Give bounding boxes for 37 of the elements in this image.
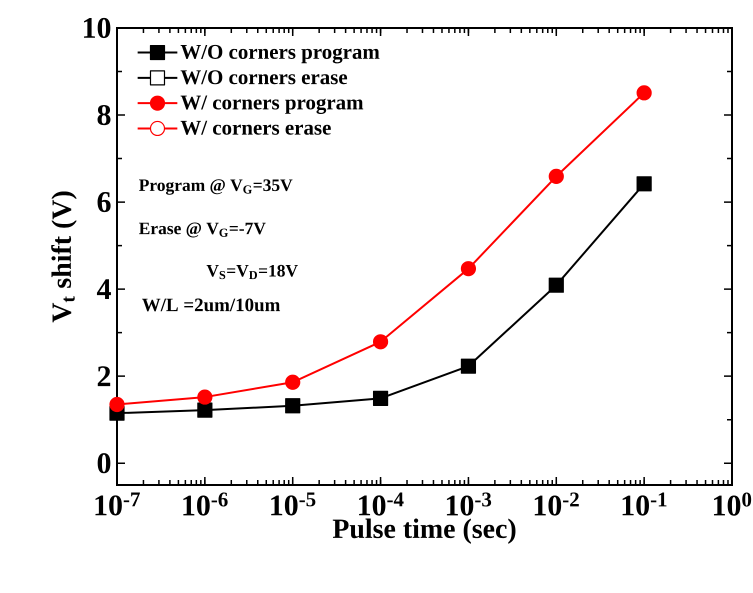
- point: [460, 358, 476, 374]
- y-tick-label: 6: [98, 192, 111, 212]
- point: [636, 176, 652, 192]
- point: [460, 261, 476, 276]
- legend-label: W/ corners erase: [180, 120, 331, 135]
- annotation: W/L =2um/10um: [142, 298, 280, 312]
- point: [372, 390, 388, 406]
- x-axis-title: Pulse time (sec): [332, 518, 516, 544]
- y-axis-title: V$_{t}$ shift (V): [51, 191, 77, 322]
- x-tick-label: 10$^{0}$: [714, 492, 752, 516]
- annotation: V$_{S}$=V$_{D}$=18V: [206, 264, 298, 280]
- point: [197, 389, 212, 405]
- legend-label: W/O corners erase: [180, 70, 348, 84]
- y-tick-label: 2: [98, 366, 110, 386]
- point: [197, 402, 212, 418]
- y-tick-label: 10: [84, 18, 110, 38]
- x-tick-label: 10$^{-6}$: [183, 492, 228, 516]
- y-tick-label: 0: [98, 453, 110, 474]
- y-tick-label: 4: [96, 279, 111, 299]
- point: [548, 278, 564, 293]
- point: [285, 398, 300, 414]
- x-tick-label: 10$^{-4}$: [359, 492, 404, 516]
- x-tick-label: 10$^{-2}$: [534, 492, 579, 516]
- legend-label: W/O corners program: [180, 44, 380, 64]
- legend-label: W/ corners program: [180, 96, 364, 114]
- point: [548, 168, 564, 184]
- x-tick-label: 10$^{-3}$: [446, 492, 492, 516]
- point: [285, 374, 300, 390]
- x-tick-label: 10$^{-7}$: [95, 492, 140, 516]
- point: [109, 396, 125, 412]
- point: [372, 334, 388, 350]
- point: [636, 85, 652, 100]
- annotation: Erase @ V$_{G}$=-7V: [139, 222, 266, 238]
- annotation: Program @ V$_{G}$=35V: [139, 179, 292, 195]
- x-tick-label: 10$^{-5}$: [271, 492, 316, 516]
- y-tick-label: 8: [98, 104, 110, 126]
- x-tick-label: 10$^{-1}$: [622, 492, 666, 516]
